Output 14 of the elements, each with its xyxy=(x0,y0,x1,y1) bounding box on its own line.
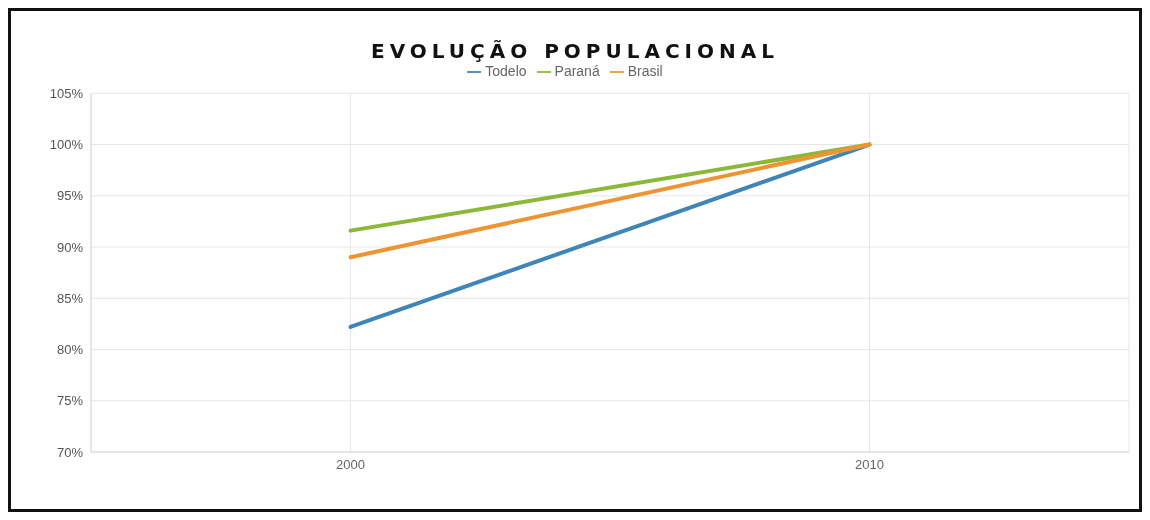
y-tick-label: 95% xyxy=(56,188,84,204)
x-tick-label: 2000 xyxy=(336,457,365,473)
y-tick-label: 105% xyxy=(49,85,84,101)
legend-label: Todelo xyxy=(485,63,527,79)
y-tick-label: 80% xyxy=(56,342,84,358)
legend-label: Paraná xyxy=(554,63,600,79)
x-tick-label: 2010 xyxy=(855,457,884,473)
y-tick-label: 70% xyxy=(56,444,84,460)
y-tick-label: 90% xyxy=(56,239,84,255)
y-tick-label: 100% xyxy=(49,137,84,153)
y-tick-label: 75% xyxy=(56,393,84,409)
chart-title: EVOLUÇÃO POPULACIONAL xyxy=(369,39,780,63)
legend-label: Brasil xyxy=(627,63,663,79)
y-tick-label: 85% xyxy=(56,290,84,306)
